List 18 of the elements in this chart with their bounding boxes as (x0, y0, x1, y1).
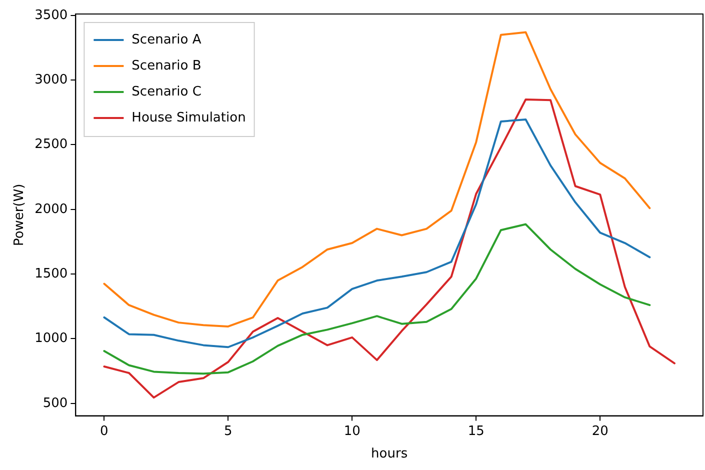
x-tick-label: 20 (592, 424, 608, 439)
x-tick-label: 15 (468, 424, 484, 439)
legend-label: Scenario A (132, 32, 202, 48)
legend-label: Scenario C (132, 84, 202, 100)
y-axis-title: Power(W) (12, 184, 28, 246)
y-tick-label: 3000 (34, 72, 68, 88)
x-axis-title: hours (371, 446, 408, 462)
y-tick-label: 3500 (34, 8, 68, 23)
legend-label: House Simulation (132, 110, 246, 126)
y-tick-label: 2500 (34, 137, 68, 152)
x-tick-label: 0 (100, 424, 108, 439)
y-tick-label: 2000 (34, 202, 68, 217)
x-tick-label: 10 (344, 424, 360, 439)
y-tick-label: 500 (42, 396, 68, 411)
y-tick-label: 1000 (34, 331, 68, 346)
legend-label: Scenario B (132, 58, 202, 74)
x-tick-label: 5 (224, 424, 232, 439)
y-tick-label: 1500 (34, 266, 68, 282)
